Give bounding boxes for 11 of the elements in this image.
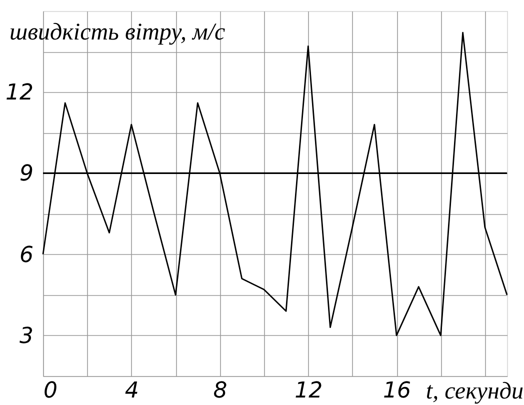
x-tick-label: 16 — [383, 378, 412, 404]
y-tick-label: 3 — [20, 324, 34, 349]
x-tick-label: 4 — [124, 378, 139, 404]
x-tick-label: 12 — [294, 378, 323, 404]
y-tick-label: 9 — [20, 162, 34, 187]
y-tick-label: 6 — [20, 242, 34, 268]
x-tick-label: 0 — [44, 378, 58, 404]
x-axis-title: t, секунди — [426, 378, 524, 404]
x-tick-label: 8 — [213, 378, 228, 404]
y-tick-label: 12 — [6, 80, 34, 106]
y-axis-title: швидкість вітру, м/с — [10, 20, 226, 46]
